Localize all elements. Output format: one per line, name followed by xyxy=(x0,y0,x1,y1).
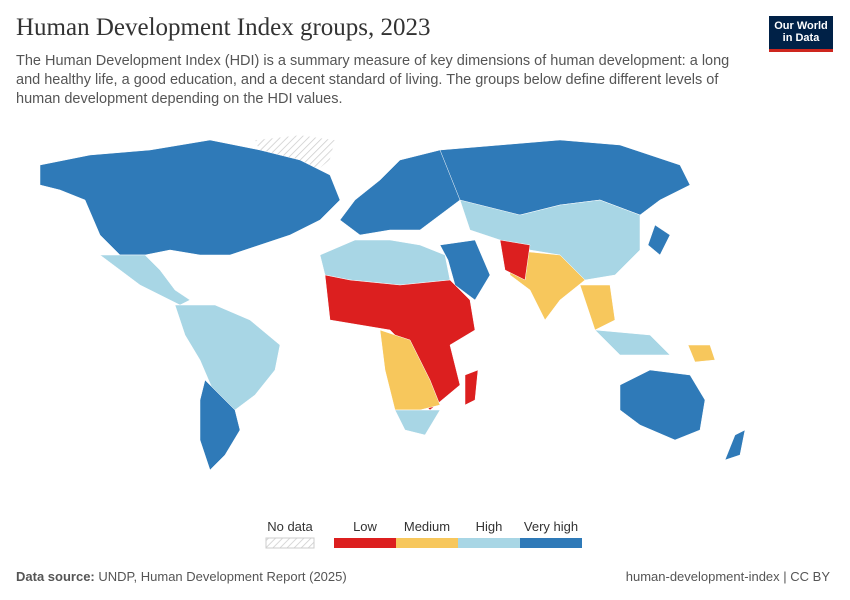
australia xyxy=(619,369,706,441)
source: Data source: UNDP, Human Development Rep… xyxy=(16,569,347,584)
southeast-asia xyxy=(579,284,616,331)
legend-label: High xyxy=(476,519,503,534)
sub-saharan-africa xyxy=(324,274,476,411)
logo-line: in Data xyxy=(782,32,820,44)
south-asia xyxy=(509,249,586,321)
japan xyxy=(647,224,671,256)
central-africa xyxy=(379,329,441,411)
legend-label: Low xyxy=(353,519,377,534)
source-text: UNDP, Human Development Report (2025) xyxy=(98,569,347,584)
papua-new-guinea xyxy=(687,344,716,363)
new-zealand xyxy=(724,429,746,461)
legend-swatch xyxy=(520,538,582,548)
legend-swatch xyxy=(458,538,520,548)
afghanistan-pakistan xyxy=(499,239,531,281)
legend-label: No data xyxy=(267,519,313,534)
north-america xyxy=(39,139,341,256)
logo-line: Our World xyxy=(774,20,828,32)
logo[interactable]: Our World in Data xyxy=(769,16,833,52)
madagascar xyxy=(464,369,479,406)
title: Human Development Index groups, 2023 xyxy=(16,14,431,41)
subtitle: The Human Development Index (HDI) is a s… xyxy=(16,53,730,107)
legend-swatch xyxy=(396,538,458,548)
legend-label: Very high xyxy=(524,519,578,534)
south-america xyxy=(174,304,281,411)
central-america xyxy=(99,254,191,306)
url[interactable]: human-development-index | CC BY xyxy=(625,569,830,584)
legend-swatch xyxy=(334,538,396,548)
legend-swatch xyxy=(265,537,315,549)
southern-cone xyxy=(199,379,241,471)
southern-africa xyxy=(394,409,441,436)
legend-label: Medium xyxy=(404,519,450,534)
middle-east xyxy=(439,239,491,301)
indonesia xyxy=(594,329,671,356)
source-label: Data source: xyxy=(16,569,95,584)
